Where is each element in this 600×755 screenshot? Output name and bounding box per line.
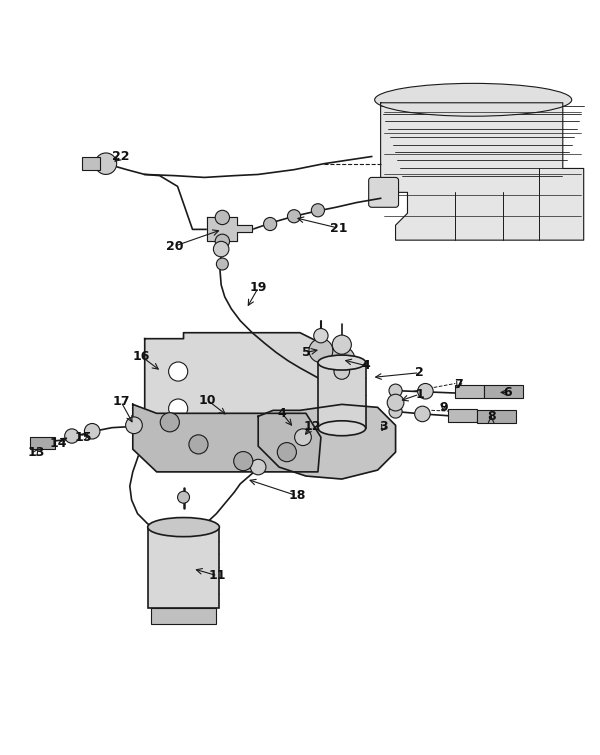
Polygon shape: [380, 103, 584, 240]
Text: 1: 1: [415, 388, 424, 401]
Circle shape: [215, 211, 230, 224]
Circle shape: [95, 153, 116, 174]
Text: 13: 13: [28, 445, 45, 458]
Circle shape: [214, 242, 229, 257]
Polygon shape: [145, 333, 336, 458]
Text: 4: 4: [361, 359, 370, 372]
Bar: [477, 410, 515, 423]
Circle shape: [387, 394, 404, 411]
Polygon shape: [258, 405, 395, 479]
Text: 19: 19: [250, 282, 267, 294]
Text: 14: 14: [49, 436, 67, 450]
Circle shape: [311, 204, 325, 217]
Bar: [82, 157, 100, 171]
Bar: [30, 436, 55, 448]
Bar: [148, 527, 220, 608]
Bar: [455, 385, 484, 399]
Circle shape: [125, 417, 142, 433]
Circle shape: [215, 234, 230, 248]
Circle shape: [389, 405, 402, 418]
Text: 15: 15: [75, 430, 92, 444]
FancyBboxPatch shape: [368, 177, 398, 208]
Text: 22: 22: [112, 150, 130, 163]
Polygon shape: [208, 217, 252, 242]
Circle shape: [250, 459, 266, 475]
Circle shape: [65, 429, 79, 443]
Circle shape: [309, 339, 333, 362]
Text: 4: 4: [278, 407, 286, 420]
Text: 12: 12: [303, 420, 320, 433]
Circle shape: [329, 347, 355, 373]
Circle shape: [287, 210, 301, 223]
Circle shape: [169, 399, 188, 418]
Text: 20: 20: [166, 239, 184, 253]
Text: 11: 11: [209, 569, 226, 582]
Ellipse shape: [148, 517, 220, 537]
Text: 2: 2: [415, 366, 424, 379]
Text: 5: 5: [302, 346, 310, 359]
Circle shape: [160, 413, 179, 432]
Circle shape: [314, 328, 328, 343]
Bar: [484, 385, 523, 399]
Text: 16: 16: [133, 350, 151, 363]
Text: 6: 6: [503, 386, 512, 399]
Text: 3: 3: [379, 420, 388, 433]
Bar: [318, 362, 365, 428]
Circle shape: [169, 362, 188, 381]
Circle shape: [263, 217, 277, 230]
Ellipse shape: [318, 421, 365, 436]
Text: 21: 21: [330, 222, 347, 235]
Circle shape: [217, 258, 229, 270]
Ellipse shape: [374, 83, 572, 116]
Polygon shape: [133, 405, 321, 472]
Circle shape: [85, 424, 100, 439]
Text: 18: 18: [289, 489, 306, 502]
Text: 8: 8: [487, 410, 496, 423]
Circle shape: [216, 433, 235, 451]
Ellipse shape: [318, 355, 365, 370]
Circle shape: [389, 384, 402, 397]
Circle shape: [332, 335, 352, 354]
Circle shape: [234, 451, 253, 470]
Bar: [448, 408, 477, 422]
Circle shape: [418, 384, 433, 399]
Circle shape: [415, 406, 430, 422]
Circle shape: [295, 429, 311, 445]
Text: 7: 7: [454, 378, 463, 391]
Circle shape: [178, 492, 190, 504]
Text: 10: 10: [199, 393, 216, 407]
Bar: [151, 608, 217, 624]
Text: 9: 9: [439, 401, 448, 414]
Circle shape: [189, 435, 208, 454]
Circle shape: [277, 442, 296, 462]
Text: 17: 17: [112, 395, 130, 408]
Circle shape: [334, 364, 350, 379]
